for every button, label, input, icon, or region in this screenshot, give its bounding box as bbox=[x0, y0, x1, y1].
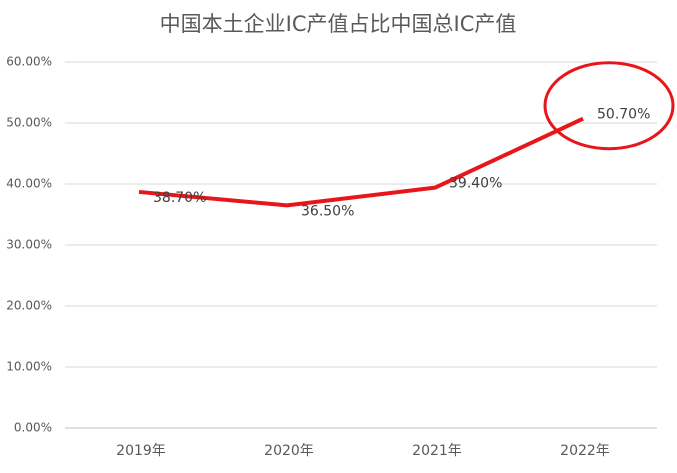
x-tick-label: 2019年 bbox=[116, 443, 166, 459]
y-tick-label: 30.00% bbox=[6, 238, 52, 252]
y-tick-label: 40.00% bbox=[6, 177, 52, 191]
y-tick-label: 60.00% bbox=[6, 55, 52, 69]
chart-title: 中国本土企业IC产值占比中国总IC产值 bbox=[160, 12, 517, 36]
value-label: 38.70% bbox=[153, 190, 206, 206]
value-label: 50.70% bbox=[597, 107, 650, 123]
x-tick-label: 2020年 bbox=[264, 443, 314, 459]
x-tick-label: 2021年 bbox=[412, 443, 462, 459]
y-tick-label: 0.00% bbox=[14, 421, 52, 435]
y-tick-label: 10.00% bbox=[6, 360, 52, 374]
data-line bbox=[138, 116, 584, 208]
value-label: 36.50% bbox=[301, 203, 354, 219]
y-tick-label: 50.00% bbox=[6, 116, 52, 130]
highlight-circle bbox=[543, 61, 675, 151]
x-tick-label: 2022年 bbox=[560, 443, 610, 459]
y-tick-label: 20.00% bbox=[6, 299, 52, 313]
value-label: 39.40% bbox=[449, 176, 502, 192]
